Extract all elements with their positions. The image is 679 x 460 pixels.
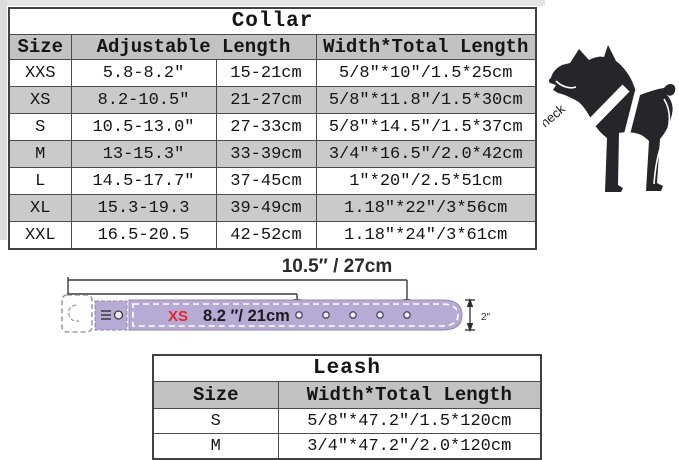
adjustable-length-label: 8.2 ″/ 21cm: [203, 307, 290, 325]
collar-band-gap: [580, 84, 630, 135]
column-header-size: Size: [152, 381, 279, 409]
collar-table-title-row: Collar: [8, 7, 537, 35]
cell-width-total: 1.18″*24″/3*61cm: [315, 221, 537, 250]
leash-table-title-row: Leash: [152, 354, 542, 382]
dog-body: [548, 45, 676, 192]
table-row-xxl: XXL 16.5-20.5 42-52cm 1.18″*24″/3*61cm: [8, 221, 537, 250]
column-header-width-total-length: Width*Total Length: [315, 34, 537, 60]
cell-adj-in: 15.3-19.3: [70, 194, 217, 222]
cell-size: XL: [8, 194, 72, 222]
cell-adj-in: 8.2-10.5″: [70, 86, 217, 114]
cell-adj-cm: 15-21cm: [215, 59, 317, 87]
cheek-line: [555, 80, 577, 89]
total-length-dimension: [67, 277, 408, 305]
buckle-hook: [68, 304, 80, 322]
cell-width-total: 3/4″*47.2″/2.0*120cm: [277, 433, 542, 460]
background-edge-top: [0, 0, 545, 6]
leash-size-table: Leash Size Width*Total Length S 5/8″*47.…: [152, 354, 543, 460]
cell-adj-in: 5.8-8.2″: [70, 59, 217, 87]
total-length-label: 10.5″ / 27cm: [282, 256, 393, 277]
collar-table-header-row: Size Adjustable Length Width*Total Lengt…: [8, 34, 537, 60]
table-row-xl: XL 15.3-19.3 39-49cm 1.18″*22″/3*56cm: [8, 194, 537, 222]
thigh-highlight-line: [653, 98, 671, 185]
arrow-down-icon: [466, 323, 474, 332]
strap-stitching: [132, 303, 459, 327]
cell-size: S: [152, 408, 279, 434]
cell-size: L: [8, 167, 72, 195]
cell-width-total: 5/8″*14.5″/1.5*37cm: [315, 113, 537, 141]
cell-adj-cm: 27-33cm: [215, 113, 317, 141]
cell-width-total: 1.18″*22″/3*56cm: [315, 194, 537, 222]
column-header-size: Size: [8, 34, 72, 60]
neck-label: neck: [543, 101, 568, 130]
cell-adj-in: 10.5-13.0″: [70, 113, 217, 141]
table-row-leash-s: S 5/8″*47.2″/1.5*120cm: [152, 408, 542, 434]
cell-adj-in: 16.5-20.5: [70, 221, 217, 250]
collar-size-table: Collar Size Adjustable Length Width*Tota…: [8, 7, 537, 250]
cell-size: M: [8, 140, 72, 168]
dog-silhouette-figure: neck: [537, 44, 679, 196]
cell-size: XXL: [8, 221, 72, 250]
cell-adj-cm: 37-45cm: [215, 167, 317, 195]
cell-adj-cm: 21-27cm: [215, 86, 317, 114]
cell-adj-in: 13-15.3″: [70, 140, 217, 168]
collar-measurement-diagram: 10.5″ / 27cm XS 8.2 ″/ 21cm: [45, 250, 545, 346]
dog-svg: neck: [537, 45, 676, 192]
table-row-xxs: XXS 5.8-8.2″ 15-21cm 5/8″*10″/1.5*25cm: [8, 59, 537, 87]
harness-stripe-gap: [622, 90, 641, 143]
leash-table-title: Leash: [152, 354, 542, 382]
cell-width-total: 5/8″*10″/1.5*25cm: [315, 59, 537, 87]
leash-table-header-row: Size Width*Total Length: [152, 381, 542, 409]
cell-adj-cm: 42-52cm: [215, 221, 317, 250]
cell-adj-cm: 33-39cm: [215, 140, 317, 168]
buckle: [61, 294, 93, 333]
table-row-l: L 14.5-17.7″ 37-45cm 1″*20″/2.5*51cm: [8, 167, 537, 195]
cell-size: XS: [8, 86, 72, 114]
table-row-leash-m: M 3/4″*47.2″/2.0*120cm: [152, 433, 542, 460]
table-row-s: S 10.5-13.0″ 27-33cm 5/8″*14.5″/1.5*37cm: [8, 113, 537, 141]
arrow-up-icon: [466, 298, 474, 307]
cell-width-total: 3/4″*16.5″/2.0*42cm: [315, 140, 537, 168]
cell-size: M: [152, 433, 279, 460]
cell-adj-in: 14.5-17.7″: [70, 167, 217, 195]
cell-width-total: 1″*20″/2.5*51cm: [315, 167, 537, 195]
collar-table-title: Collar: [8, 7, 537, 35]
column-header-width-total-length: Width*Total Length: [277, 381, 542, 409]
strap-width-label: 2″: [481, 312, 491, 323]
adjustment-holes: [295, 311, 411, 319]
strap-size-label: XS: [168, 308, 188, 325]
background-edge-left: [0, 0, 7, 240]
cell-size: XXS: [8, 59, 72, 87]
table-row-m: M 13-15.3″ 33-39cm 3/4″*16.5″/2.0*42cm: [8, 140, 537, 168]
collar-diagram-svg: 10.5″ / 27cm XS 8.2 ″/ 21cm: [61, 256, 491, 333]
slider-bars-icon: [101, 310, 111, 320]
table-row-xs: XS 8.2-10.5″ 21-27cm 5/8″*11.8″/1.5*30cm: [8, 86, 537, 114]
d-ring-icon: [113, 310, 124, 320]
cell-size: S: [8, 113, 72, 141]
column-header-adjustable-length: Adjustable Length: [70, 34, 317, 60]
cell-width-total: 5/8″*11.8″/1.5*30cm: [315, 86, 537, 114]
cell-width-total: 5/8″*47.2″/1.5*120cm: [277, 408, 542, 434]
cell-adj-cm: 39-49cm: [215, 194, 317, 222]
